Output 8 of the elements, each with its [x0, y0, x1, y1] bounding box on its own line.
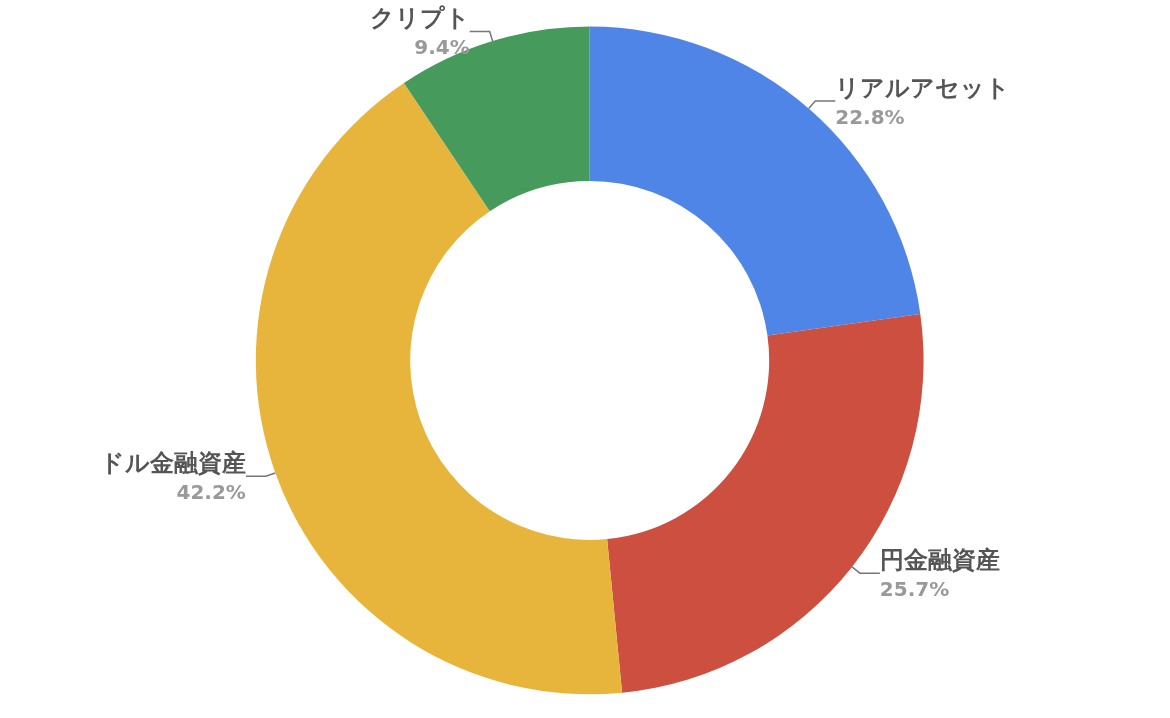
data-label: 42.2% — [176, 480, 246, 505]
data-label: 25.7% — [879, 577, 950, 602]
slice-label: リアルアセット — [835, 73, 1011, 102]
data-label: 9.4% — [414, 35, 470, 60]
data-label: 22.8% — [835, 104, 905, 129]
slice-label: ドル金融資産 — [99, 449, 246, 478]
slice-label: クリプト — [369, 4, 470, 33]
slice-label: 円金融資産 — [879, 546, 1000, 575]
